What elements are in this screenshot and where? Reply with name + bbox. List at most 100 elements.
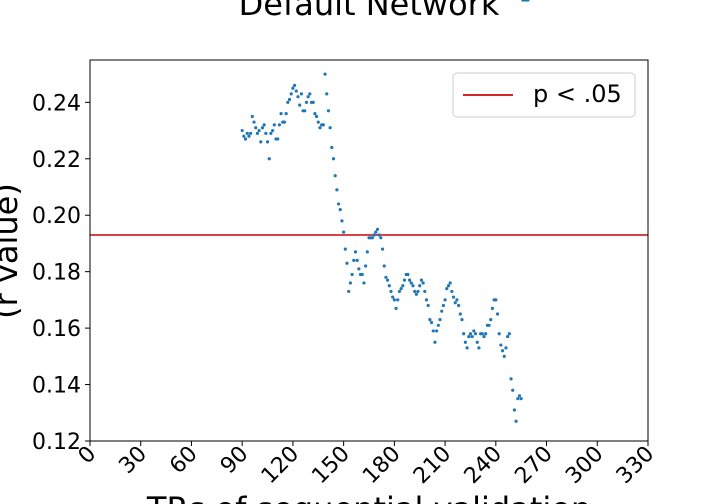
data-point [526, 0, 530, 2]
data-point [392, 298, 396, 302]
data-point [487, 323, 491, 327]
data-point [418, 284, 422, 288]
data-point [396, 298, 400, 302]
data-point [477, 346, 481, 350]
data-point [260, 126, 265, 130]
data-point [331, 157, 336, 161]
data-point [321, 123, 325, 127]
data-point [272, 123, 276, 127]
data-point [326, 109, 331, 113]
data-point [304, 100, 309, 104]
data-point [262, 123, 266, 127]
data-point [502, 354, 506, 358]
data-point [424, 298, 429, 302]
data-point [311, 100, 315, 104]
data-point [482, 334, 486, 339]
y-tick-label: 0.12 [32, 430, 81, 455]
data-point [360, 272, 364, 277]
data-point [374, 230, 378, 234]
data-point [384, 275, 388, 279]
data-point [460, 318, 464, 322]
x-tick-label: 270 [510, 442, 557, 489]
data-point [446, 284, 451, 288]
data-point [296, 95, 300, 99]
data-point [429, 320, 434, 325]
data-point [276, 137, 280, 141]
data-point [308, 92, 312, 96]
data-point [291, 86, 295, 90]
plot-area [90, 60, 648, 441]
x-tick-label: 180 [358, 442, 405, 489]
data-point [453, 301, 457, 305]
data-points [240, 0, 530, 423]
y-axis-ticks: 0.12 0.14 0.16 0.18 0.20 0.22 0.24 [32, 91, 90, 455]
data-point [333, 174, 337, 178]
data-point [362, 281, 366, 285]
data-point [372, 233, 376, 237]
data-point [267, 157, 271, 161]
data-point [387, 284, 391, 288]
chart-title: Default Network [239, 0, 500, 23]
data-point [277, 123, 281, 127]
data-point [342, 230, 346, 234]
y-tick-label: 0.14 [32, 374, 81, 399]
data-point [465, 346, 469, 350]
data-point [379, 236, 383, 240]
data-point [328, 126, 332, 130]
data-point [294, 89, 298, 93]
legend: p < .05 [452, 72, 636, 118]
x-tick-label: 90 [216, 442, 253, 479]
x-tick-label: 120 [257, 442, 304, 489]
data-point [484, 332, 488, 336]
data-point [325, 92, 329, 96]
data-point [463, 340, 467, 344]
data-point [433, 340, 437, 344]
data-point [338, 207, 342, 212]
data-point [441, 303, 445, 308]
data-point [347, 289, 351, 294]
y-axis-label: (r value) [0, 183, 25, 319]
data-point [284, 112, 288, 116]
data-point [490, 306, 495, 310]
data-point [377, 233, 381, 237]
x-tick-label: 150 [308, 442, 355, 489]
data-point [497, 332, 501, 336]
data-point [343, 247, 347, 251]
data-point [473, 332, 478, 336]
x-axis-label: TRs of sequential validation [146, 490, 591, 504]
data-point [252, 120, 256, 124]
data-point [467, 334, 471, 339]
data-point [336, 202, 341, 206]
data-point [462, 332, 466, 336]
data-point [389, 289, 393, 294]
data-point [512, 408, 517, 412]
data-point [455, 298, 459, 302]
data-point [413, 289, 417, 294]
data-point [472, 329, 476, 333]
data-point [355, 258, 359, 262]
data-point [242, 134, 246, 138]
data-point [240, 128, 244, 133]
data-point [409, 281, 413, 285]
data-point [450, 289, 454, 294]
data-point [445, 287, 449, 291]
data-point [394, 306, 398, 310]
data-point [255, 131, 259, 135]
data-point [423, 289, 427, 294]
data-point [470, 334, 474, 339]
data-point [348, 281, 352, 285]
data-point [340, 219, 344, 223]
data-point [370, 236, 374, 240]
data-point [316, 120, 320, 124]
y-tick-label: 0.16 [32, 317, 81, 342]
data-point [293, 83, 297, 87]
data-point [279, 112, 283, 116]
data-point [249, 131, 253, 135]
data-point [286, 100, 290, 104]
data-point [443, 298, 447, 302]
data-point [406, 272, 410, 277]
data-point [313, 112, 317, 116]
data-point [426, 303, 430, 308]
data-point [257, 128, 261, 133]
